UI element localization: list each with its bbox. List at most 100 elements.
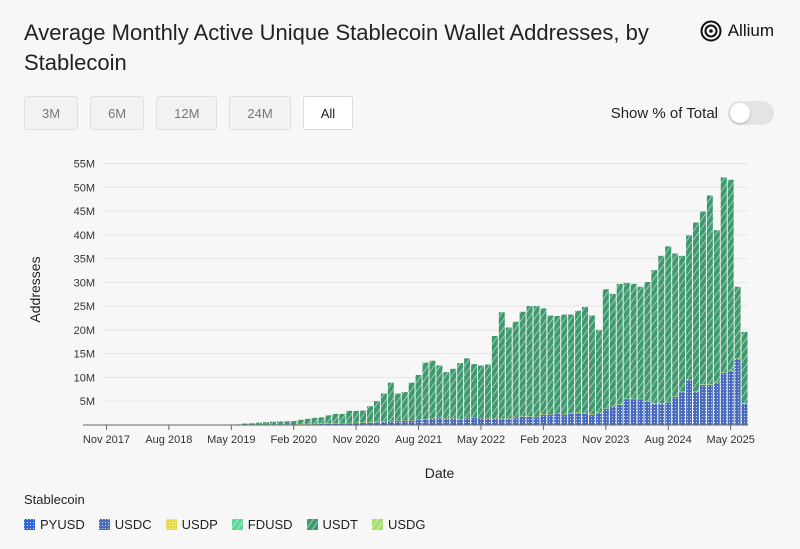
bar-usdt (672, 253, 679, 397)
bar-usdt (415, 374, 422, 420)
bar-usdt (311, 417, 318, 424)
bar-usdt (693, 222, 699, 392)
bar-usdp (484, 418, 491, 419)
legend-swatch (98, 519, 110, 530)
legend-title: Stablecoin (24, 492, 85, 507)
bar-usdt (325, 415, 332, 424)
bar-usdt (297, 419, 304, 424)
bar-usdc (616, 404, 623, 425)
bar-usdc (644, 401, 651, 425)
bar-usdc (568, 413, 575, 425)
y-tick-label: 30M (74, 277, 95, 289)
bar-usdc (547, 414, 554, 425)
bar-usdt (644, 281, 651, 401)
bar-usdt (595, 330, 602, 413)
bar-usdt (450, 368, 457, 419)
bar-usdt (436, 365, 443, 418)
bar-usdp (651, 403, 658, 405)
percent-of-total-toggle[interactable] (728, 101, 774, 125)
bar-usdc (429, 418, 436, 425)
bar-usdt (519, 311, 526, 417)
bar-usdp (644, 401, 651, 402)
bar-usdp (346, 422, 353, 424)
bar-usdt (706, 195, 713, 385)
range-all-button[interactable]: All (302, 96, 354, 130)
legend-item-fdusd[interactable]: FDUSD (231, 517, 293, 532)
bar-usdc (693, 391, 699, 425)
bar-usdt (242, 423, 249, 425)
allium-logo-icon (700, 20, 722, 42)
bar-usdp (526, 416, 533, 417)
bar-usdt (582, 306, 588, 414)
legend-item-usdt[interactable]: USDT (306, 517, 358, 532)
bar-fdusd (637, 398, 644, 399)
bar-usdc (561, 414, 568, 425)
x-tick-label: Aug 2021 (395, 434, 442, 446)
bar-usdt (464, 358, 471, 418)
toggle-label: Show % of Total (610, 104, 718, 122)
bar-usdc (325, 423, 332, 425)
bar-usdp (658, 403, 665, 405)
bar-usdt (346, 410, 353, 423)
bar-fdusd (693, 391, 699, 392)
bar-usdt (256, 422, 263, 425)
legend-swatch-fill (98, 519, 110, 530)
time-range-selector: 3M 6M 12M 24M All (24, 96, 354, 130)
bar-usdp (471, 417, 478, 418)
bar-usdp (720, 372, 727, 374)
bar-usdc (706, 384, 713, 425)
bar-usdp (450, 418, 457, 419)
bar-usdp (464, 417, 471, 419)
range-24m-button[interactable]: 24M (229, 96, 291, 130)
bar-usdt (727, 179, 734, 370)
legend-item-usdg[interactable]: USDG (371, 517, 426, 532)
bar-usdt (602, 289, 609, 409)
bar-usdt (679, 255, 686, 392)
bar-usdt (741, 331, 748, 404)
bar-fdusd (658, 403, 665, 404)
bar-usdp (380, 421, 387, 422)
bar-usdc (686, 379, 693, 425)
bar-usdp (436, 417, 443, 419)
bar-usdt (339, 413, 346, 424)
bar-usdc (679, 391, 686, 425)
legend-item-pyusd[interactable]: PYUSD (24, 517, 85, 532)
bar-usdc (575, 412, 582, 425)
legend-label: USDP (181, 517, 218, 532)
legend-item-usdp[interactable]: USDP (165, 517, 218, 532)
bar-usdc (339, 423, 346, 425)
y-tick-label: 20M (74, 325, 95, 337)
chart-title: Average Monthly Active Unique Stablecoin… (24, 20, 649, 75)
bar-usdt (491, 335, 498, 419)
bar-usdt (360, 410, 367, 423)
bar-usdt (533, 306, 540, 417)
x-tick-label: May 2025 (707, 434, 755, 446)
axes: 5M 10M 15M 20M 25M 30M 35M 40M 45M 50M 55M Nov 2017… (27, 159, 755, 481)
range-12m-button[interactable]: 12M (156, 96, 218, 130)
bar-fdusd (734, 358, 741, 359)
bar-usdp (457, 419, 464, 420)
range-6m-button[interactable]: 6M (90, 96, 145, 130)
legend-swatch (165, 519, 177, 530)
bar-usdp (540, 414, 547, 415)
bar-usdt (457, 363, 464, 420)
bar-fdusd (679, 391, 686, 392)
bar-usdt (616, 283, 623, 405)
bar-usdc (353, 422, 360, 425)
bar-usdc (637, 398, 644, 425)
bar-usdt (686, 235, 693, 380)
range-3m-button[interactable]: 3M (24, 96, 79, 130)
bar-usdt (561, 314, 568, 414)
bar-usdc (401, 420, 408, 425)
bar-usdt (568, 314, 575, 414)
bar-usdc (422, 419, 429, 425)
bar-usdp (727, 370, 734, 371)
bar-usdp (623, 398, 630, 400)
bar-usdt (276, 421, 283, 425)
bar-usdc (540, 414, 547, 425)
bar-usdt (269, 421, 276, 425)
y-tick-label: 15M (74, 349, 95, 361)
bar-usdp (693, 391, 699, 393)
bar-usdc (471, 417, 478, 425)
legend-item-usdc[interactable]: USDC (98, 517, 152, 532)
